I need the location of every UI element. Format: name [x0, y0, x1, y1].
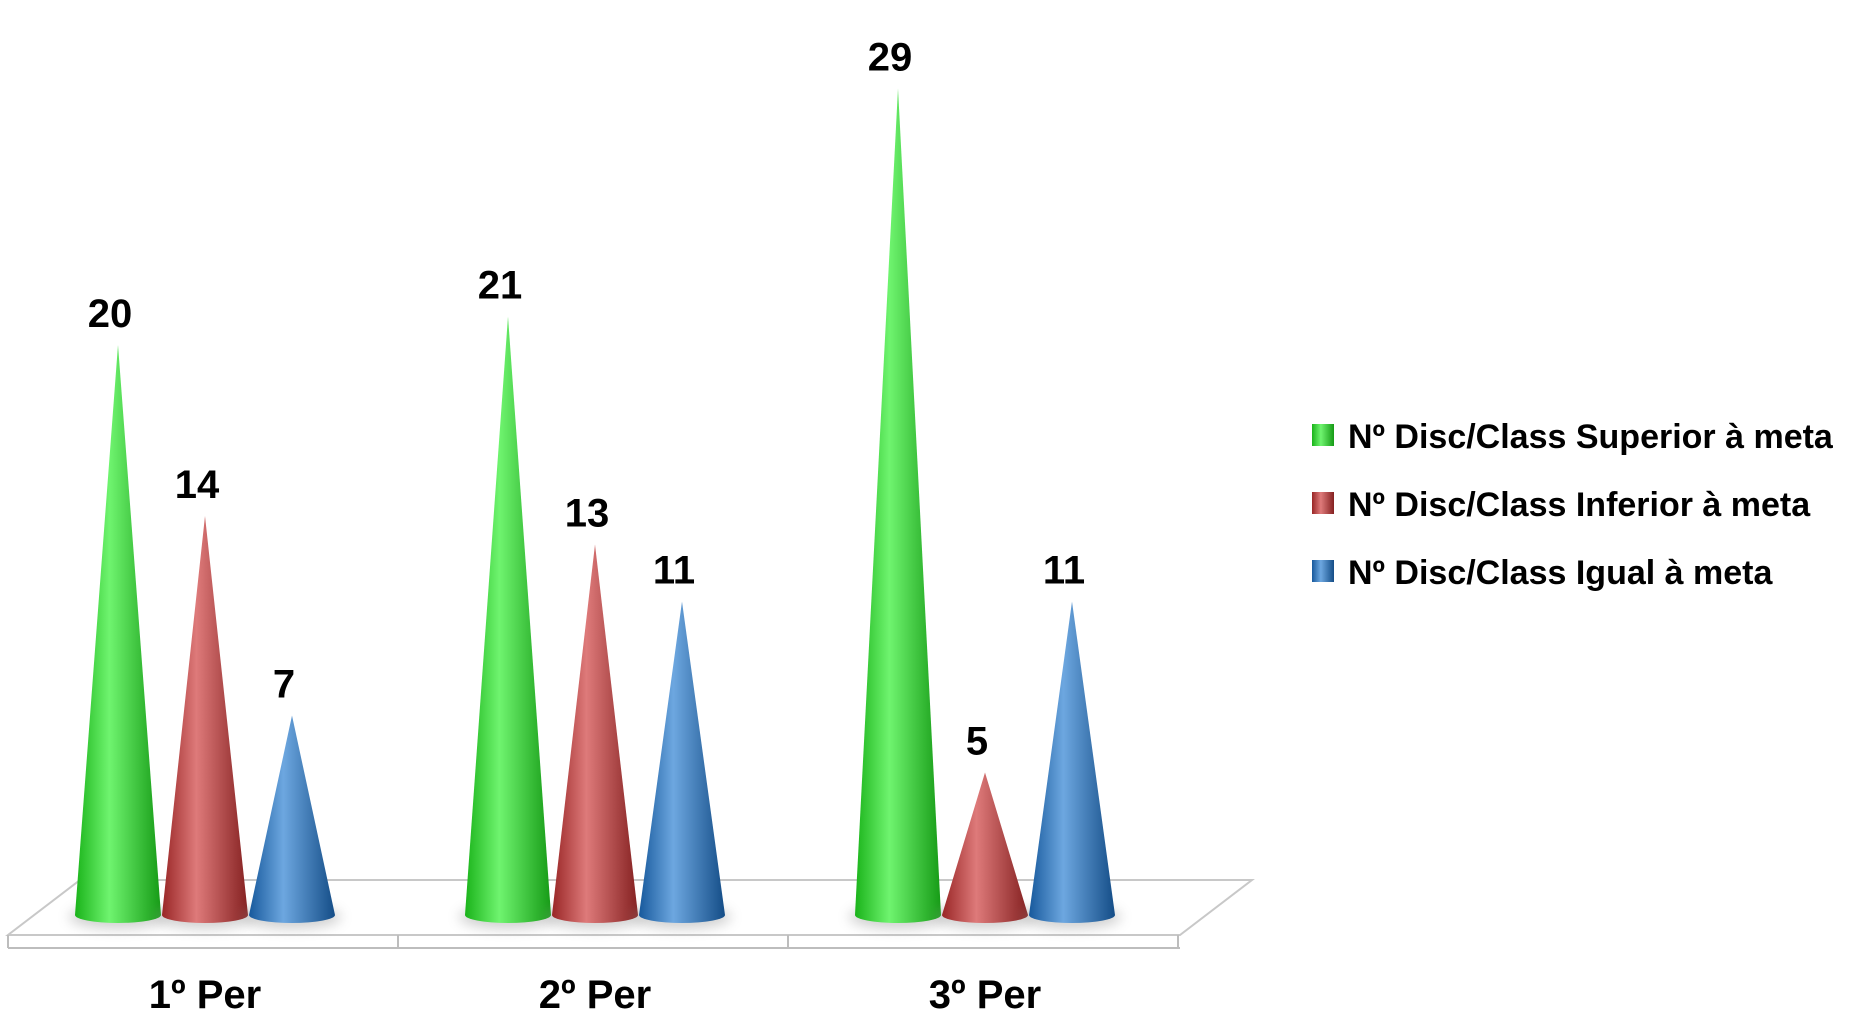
x-tick-label: 1º Per [149, 973, 261, 1012]
cone-n-disc-class-superior-a-meta-1-per [75, 345, 161, 923]
legend-swatch [1312, 492, 1334, 514]
legend-swatch [1312, 424, 1334, 446]
data-label: 11 [653, 549, 695, 593]
data-label: 7 [273, 663, 295, 707]
x-axis: 1º Per 2º Per 3º Per [7, 935, 1180, 1017]
cone-n-disc-class-igual-a-meta-1-per [249, 715, 335, 923]
data-label: 14 [175, 463, 220, 507]
data-label: 5 [966, 720, 988, 764]
x-tick-label: 3º Per [929, 973, 1041, 1012]
legend-label: Nº Disc/Class Superior à meta [1348, 418, 1834, 456]
legend-label: Nº Disc/Class Inferior à meta [1348, 486, 1811, 524]
data-label: 20 [88, 292, 133, 336]
data-label: 29 [868, 36, 913, 80]
data-label: 11 [1043, 549, 1085, 593]
cone-n-disc-class-igual-a-meta-3-per [1029, 601, 1115, 923]
plot-area [69, 88, 1121, 929]
legend-swatch [1312, 560, 1334, 582]
cone-n-disc-class-inferior-a-meta-1-per [162, 516, 248, 923]
data-labels: 20 21 29 14 13 5 7 11 11 [88, 36, 1085, 764]
cone-n-disc-class-superior-a-meta-3-per [855, 88, 941, 923]
cone-n-disc-class-inferior-a-meta-2-per [552, 544, 638, 923]
legend-label: Nº Disc/Class Igual à meta [1348, 554, 1773, 592]
data-label: 21 [478, 264, 523, 308]
legend: Nº Disc/Class Superior à meta Nº Disc/Cla… [1312, 418, 1834, 592]
x-tick-label: 2º Per [539, 973, 651, 1012]
cone-n-disc-class-superior-a-meta-2-per [465, 316, 551, 923]
data-label: 13 [565, 492, 610, 536]
cone-n-disc-class-inferior-a-meta-3-per [942, 772, 1028, 923]
cone-n-disc-class-igual-a-meta-2-per [639, 601, 725, 923]
